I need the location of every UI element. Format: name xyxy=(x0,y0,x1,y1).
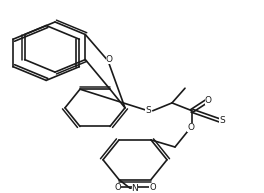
Text: N: N xyxy=(132,184,138,193)
Text: S: S xyxy=(219,116,225,125)
Text: O: O xyxy=(149,183,156,192)
Text: O: O xyxy=(106,55,113,64)
Text: S: S xyxy=(145,106,151,115)
Text: O: O xyxy=(205,96,212,104)
Text: O: O xyxy=(114,183,121,192)
Text: O: O xyxy=(187,123,194,132)
